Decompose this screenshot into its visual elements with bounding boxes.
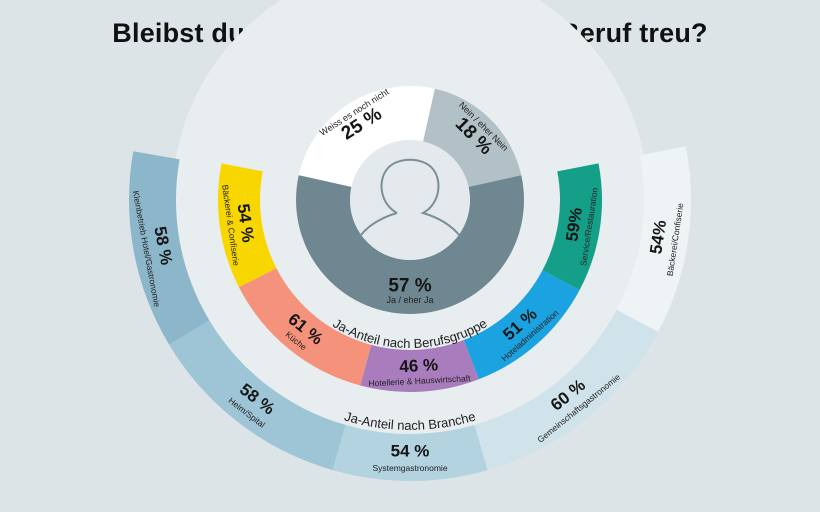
- branche-segment-2: [332, 424, 488, 481]
- branche-segment-4: [128, 151, 210, 345]
- inner-slice-ja-eher-ja-value: 57 %: [388, 276, 431, 297]
- person-icon: [359, 158, 461, 237]
- inner-slice-ja-eher-ja: [296, 175, 524, 314]
- branche-segment-3: [169, 320, 346, 471]
- donut-hole: [350, 140, 470, 260]
- berufsgruppe-segment-1: [463, 270, 580, 380]
- inner-slice-ja-eher-ja-label: Ja / eher Ja: [386, 295, 433, 305]
- berufsgruppe-segment-0-value: 59%: [562, 206, 586, 242]
- inner-slice-nein-eher-nein: [423, 88, 522, 187]
- berufsgruppe-segment-0: [542, 163, 603, 291]
- branche-segment-0-value: 54%: [646, 219, 670, 255]
- branche-segment-2-label: Systemgastronomie: [372, 463, 447, 473]
- branche-segment-2-value: 54 %: [391, 442, 430, 461]
- berufsgruppe-segment-2-value: 46 %: [399, 355, 439, 376]
- berufsgruppe-segment-4: [217, 163, 277, 288]
- branche-segment-0: [616, 146, 691, 332]
- berufsgruppe-segment-3: [238, 268, 372, 386]
- branche-segment-1: [474, 309, 659, 471]
- inner-slice-weiss-es-noch-nicht: [298, 86, 435, 187]
- berufsgruppe-segment-2: [360, 340, 479, 392]
